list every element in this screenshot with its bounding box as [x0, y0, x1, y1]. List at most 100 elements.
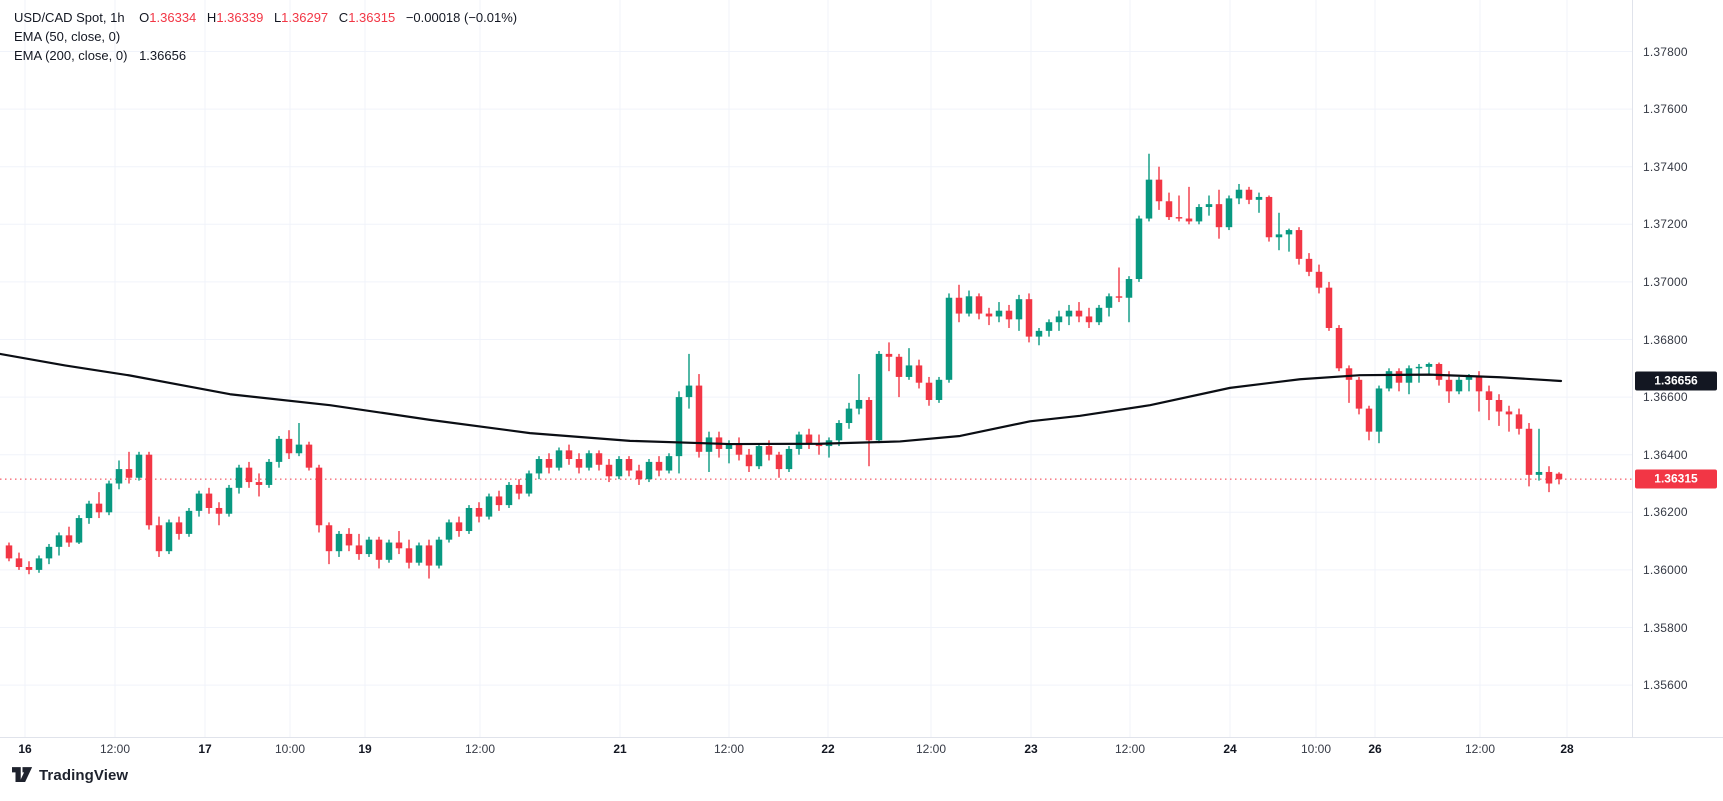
time-axis-label-time: 12:00: [713, 742, 745, 756]
ema50-label[interactable]: EMA (50, close, 0): [14, 29, 121, 44]
price-axis-label: 1.36200: [1643, 505, 1688, 520]
candle-body-up: [1455, 379, 1463, 392]
time-axis-label-date: 28: [1560, 742, 1574, 756]
candle-body-up: [995, 310, 1003, 317]
candle-body-up: [845, 408, 853, 424]
candle-body-up: [945, 297, 953, 380]
candle-body-down: [305, 444, 313, 468]
candle-body-down: [1245, 189, 1253, 200]
candle-body-down: [1175, 217, 1183, 219]
candle-body-up: [725, 443, 733, 449]
price-axis-label: 1.36400: [1643, 447, 1688, 462]
ema200-line: [0, 352, 1563, 446]
candle-body-down: [1555, 473, 1563, 480]
candle-body-down: [655, 461, 663, 471]
candle-body-down: [145, 454, 153, 526]
candle-body-up: [1415, 366, 1423, 369]
tradingview-logo[interactable]: TradingView: [12, 765, 128, 785]
candle-body-up: [225, 487, 233, 514]
candle-body-down: [1265, 196, 1273, 238]
time-axis-label-date: 21: [613, 742, 627, 756]
candle-body-down: [15, 558, 23, 568]
candle-body-up: [135, 454, 143, 478]
candle-body-up: [935, 379, 943, 400]
candle-body-down: [915, 365, 923, 383]
price-axis-label: 1.37200: [1643, 217, 1688, 232]
last-price-badge: 1.36315: [1635, 469, 1717, 489]
candle-body-down: [1085, 316, 1093, 323]
candle-body-down: [925, 382, 933, 400]
candle-body-down: [1505, 411, 1513, 415]
candle-body-down: [495, 496, 503, 506]
candle-wick: [858, 374, 860, 415]
candle-body-down: [975, 296, 983, 314]
candle-body-down: [5, 545, 13, 559]
candle-body-down: [1365, 408, 1373, 432]
candle-body-up: [1095, 307, 1103, 323]
candle-body-down: [1545, 471, 1553, 484]
candle-body-up: [1225, 198, 1233, 228]
candle-wick: [1488, 385, 1490, 421]
candle-body-up: [1465, 376, 1473, 380]
symbol-row[interactable]: USD/CAD Spot, 1h O1.36334 H1.36339 L1.36…: [14, 8, 517, 27]
low-label: L: [273, 10, 282, 25]
time-axis-label-time: 12:00: [915, 742, 947, 756]
candle-body-up: [1125, 279, 1133, 298]
candle-body-down: [625, 459, 633, 471]
candle-body-down: [375, 539, 383, 560]
candle-wick: [1468, 374, 1470, 392]
candle-body-up: [665, 456, 673, 471]
open-label: O: [139, 10, 150, 25]
candle-wick: [1348, 365, 1350, 403]
candle-body-down: [1075, 310, 1083, 317]
candle-body-down: [765, 446, 773, 455]
price-axis-label: 1.35800: [1643, 620, 1688, 635]
candle-body-down: [565, 450, 573, 460]
candle-body-up: [615, 459, 623, 477]
candle-body-up: [1045, 322, 1053, 331]
candle-body-down: [745, 454, 753, 467]
candle-body-up: [1535, 471, 1543, 475]
time-axis-label-date: 26: [1368, 742, 1382, 756]
candle-wick: [128, 451, 130, 484]
candle-wick: [1178, 195, 1180, 222]
candle-body-up: [755, 446, 763, 467]
candle-body-up: [465, 507, 473, 532]
candle-body-down: [1155, 179, 1163, 202]
ema200-price-badge: 1.36656: [1635, 371, 1717, 391]
price-axis-label: 1.37400: [1643, 159, 1688, 174]
candle-body-up: [1425, 363, 1433, 367]
candle-body-up: [1135, 218, 1143, 280]
candle-body-up: [295, 444, 303, 454]
candle-wick: [1278, 212, 1280, 251]
candle-body-up: [1035, 330, 1043, 337]
time-axis-label-time: 10:00: [274, 742, 306, 756]
candle-body-down: [865, 399, 873, 441]
candle-body-up: [785, 448, 793, 470]
candle-body-up: [445, 522, 453, 540]
candle-wick: [1288, 228, 1290, 252]
symbol-title[interactable]: USD/CAD Spot, 1h: [14, 10, 125, 25]
candle-body-down: [1435, 363, 1443, 380]
candle-body-up: [485, 496, 493, 517]
candle-body-up: [535, 459, 543, 474]
candle-body-down: [315, 467, 323, 526]
candle-body-down: [455, 522, 463, 532]
candle-body-up: [85, 503, 93, 519]
candle-wick: [1418, 363, 1420, 383]
candle-body-up: [965, 296, 973, 314]
candle-body-down: [1325, 287, 1333, 328]
ema200-label[interactable]: EMA (200, close, 0): [14, 48, 128, 63]
candle-body-up: [705, 437, 713, 452]
candle-body-down: [175, 522, 183, 534]
candle-body-down: [285, 438, 293, 454]
candle-body-up: [1015, 299, 1023, 320]
time-axis-label-date: 22: [821, 742, 835, 756]
candle-body-up: [525, 473, 533, 494]
indicator-row-ema200[interactable]: EMA (200, close, 0) 1.36656: [14, 46, 517, 65]
price-axis-label: 1.36600: [1643, 390, 1688, 405]
candle-body-down: [255, 482, 263, 485]
indicator-row-ema50[interactable]: EMA (50, close, 0): [14, 27, 517, 46]
